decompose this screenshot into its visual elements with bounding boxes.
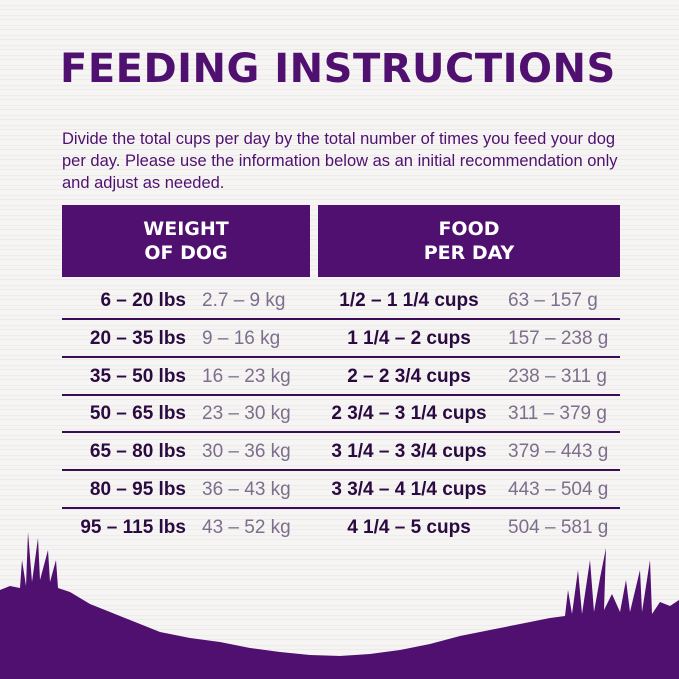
weight-kg: 23 – 30 kg (202, 403, 291, 425)
table-row: 50 – 65 lbs 23 – 30 kg 2 3/4 – 3 1/4 cups 3… (62, 395, 620, 434)
food-grams: 379 – 443 g (508, 441, 609, 463)
food-cups: 2 – 2 3/4 cups (347, 365, 471, 387)
food-grams: 311 – 379 g (508, 403, 607, 425)
table-row: 80 – 95 lbs 36 – 43 kg 3 3/4 – 4 1/4 cups 4… (62, 471, 620, 509)
weight-kg: 2.7 – 9 kg (202, 290, 286, 311)
weight-lbs: 35 – 50 lbs (89, 365, 186, 387)
weight-lbs: 80 – 95 lbs (89, 479, 186, 500)
weight-lbs: 65 – 80 lbs (89, 441, 186, 463)
weight-header-label: WEIGHT OF DOG (143, 218, 229, 264)
food-cups: 4 1/4 – 5 cups (347, 516, 471, 538)
weight-lbs: 6 – 20 lbs (100, 290, 186, 311)
table-row: 20 – 35 lbs 9 – 16 kg 1 1/4 – 2 cups 157 – … (62, 320, 620, 358)
food-header-label: FOOD PER DAY (423, 218, 515, 264)
weight-lbs: 20 – 35 lbs (89, 327, 186, 349)
table-row: 6 – 20 lbs 2.7 – 9 kg 1/2 – 1 1/4 cups 63 –… (62, 282, 620, 320)
food-cups: 3 3/4 – 4 1/4 cups (331, 479, 487, 500)
food-cups: 1 1/4 – 2 cups (347, 327, 471, 349)
weight-header: WEIGHT OF DOG (62, 205, 310, 277)
page-title: FEEDING INSTRUCTIONS (60, 46, 616, 92)
weight-kg: 9 – 16 kg (202, 327, 281, 349)
intro-text: Divide the total cups per day by the tot… (62, 130, 618, 192)
grass-silhouette (0, 532, 679, 679)
weight-lbs: 95 – 115 lbs (80, 516, 186, 538)
food-grams: 504 – 581 g (508, 516, 609, 538)
table-row: 65 – 80 lbs 30 – 36 kg 3 1/4 – 3 3/4 cups 3… (62, 433, 620, 472)
food-cups: 1/2 – 1 1/4 cups (339, 290, 479, 311)
food-cups: 3 1/4 – 3 3/4 cups (331, 441, 487, 463)
food-grams: 157 – 238 g (508, 327, 609, 349)
food-cups: 2 3/4 – 3 1/4 cups (331, 403, 487, 425)
food-grams: 443 – 504 g (508, 479, 609, 500)
food-grams: 238 – 311 g (508, 365, 607, 387)
weight-kg: 43 – 52 kg (202, 516, 291, 538)
table-row: 35 – 50 lbs 16 – 23 kg 2 – 2 3/4 cups 238 –… (62, 358, 620, 396)
weight-kg: 36 – 43 kg (202, 479, 291, 500)
food-header: FOOD PER DAY (318, 205, 620, 277)
weight-kg: 30 – 36 kg (202, 441, 291, 463)
weight-kg: 16 – 23 kg (202, 365, 291, 387)
table-row: 95 – 115 lbs 43 – 52 kg 4 1/4 – 5 cups 504 … (62, 509, 620, 547)
weight-lbs: 50 – 65 lbs (89, 403, 186, 425)
food-grams: 63 – 157 g (508, 290, 598, 311)
